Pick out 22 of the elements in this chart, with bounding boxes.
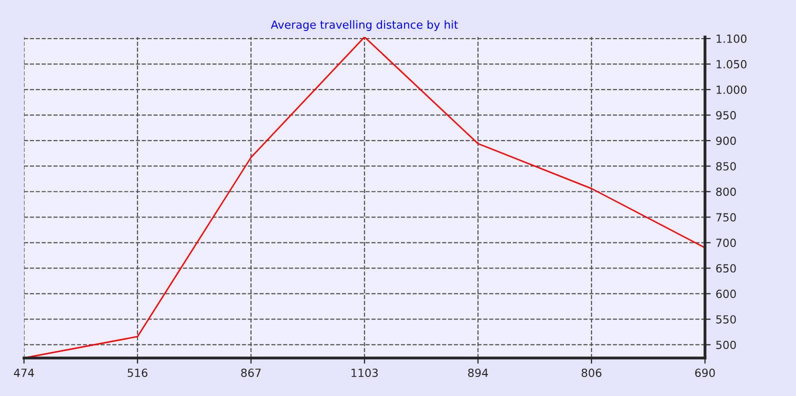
y-tick-label: 1.000 [716, 86, 746, 94]
x-tick-label: 474 [14, 368, 34, 377]
y-tick-label: 1.050 [716, 60, 746, 68]
y-tick-label: 950 [716, 111, 736, 120]
y-tick-label: 800 [716, 188, 736, 196]
chart-title: Average travelling distance by hit [270, 20, 458, 31]
y-tick-label: 750 [716, 213, 736, 222]
x-tick-label: 806 [582, 368, 602, 378]
line-series [24, 37, 705, 358]
y-tick-label: 650 [716, 264, 736, 273]
x-tick-label: 1103 [352, 368, 378, 378]
y-tick-label: 550 [716, 315, 736, 324]
y-tick-label: 1.100 [716, 34, 746, 43]
y-tick-label: 500 [716, 340, 736, 350]
y-tick-label: 600 [716, 290, 736, 298]
y-tick-label: 900 [716, 136, 736, 145]
x-tick-label: 690 [695, 368, 715, 378]
x-tick-label: 867 [241, 368, 261, 378]
y-tick-label: 850 [716, 162, 736, 170]
y-tick-label: 700 [716, 238, 736, 248]
x-tick-label: 516 [128, 368, 148, 378]
x-tick-label: 894 [468, 368, 488, 378]
